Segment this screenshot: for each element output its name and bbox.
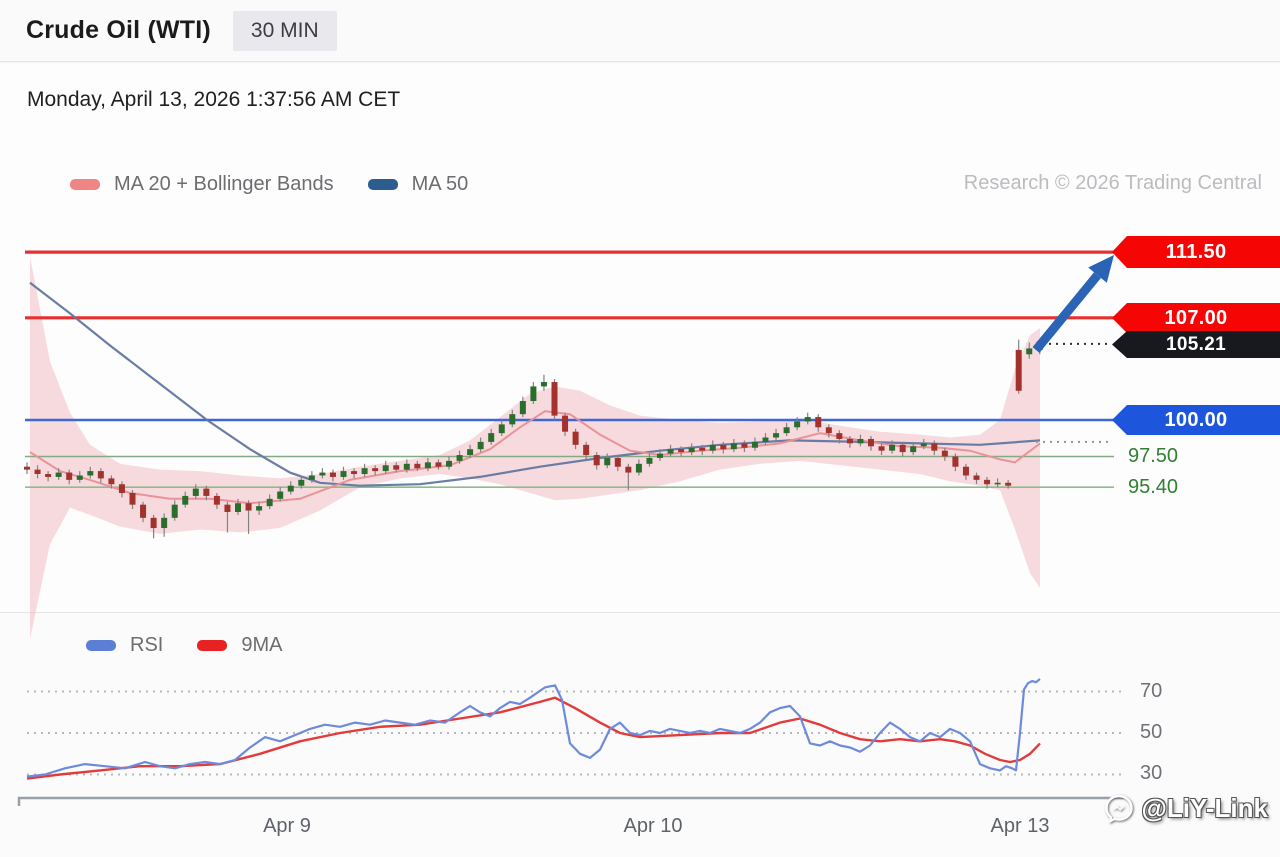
rsi-swatch-icon — [86, 640, 116, 651]
rsi-label: RSI — [130, 634, 164, 656]
x-axis-label-apr13: Apr 13 — [990, 815, 1050, 837]
timeframe-badge[interactable]: 30 MIN — [232, 10, 337, 51]
ma50-swatch-icon — [367, 179, 398, 190]
x-axis-label-apr9: Apr 9 — [263, 815, 311, 837]
watermark: @LiY-Link — [1104, 793, 1268, 824]
rsi-grid-label-70: 70 — [1140, 680, 1163, 702]
support-value: 100.00 — [1164, 408, 1228, 431]
rsi-grid-label-30: 30 — [1140, 762, 1163, 784]
support-level-label-9540: 95.40 — [1128, 476, 1179, 498]
ma50-label: MA 50 — [411, 173, 469, 195]
watermark-handle: @LiY-Link — [1141, 793, 1268, 823]
resistance-price-tag-upper: 111.50 — [1112, 236, 1280, 268]
9ma-label: 9MA — [241, 634, 283, 656]
resistance-lower-value: 107.00 — [1164, 306, 1228, 329]
ma20-bollinger-label: MA 20 + Bollinger Bands — [114, 173, 334, 195]
resistance-upper-value: 111.50 — [1165, 240, 1227, 263]
rsi-grid-label-50: 50 — [1140, 721, 1163, 743]
last-price-tag: 105.21 — [1112, 331, 1280, 358]
9ma-swatch-icon — [197, 640, 228, 651]
rsi-legend: RSI 9MA — [86, 634, 316, 657]
page-title: Crude Oil (WTI) — [26, 16, 211, 44]
last-price-value: 105.21 — [1166, 333, 1226, 355]
support-level-label-9750: 97.50 — [1128, 445, 1179, 467]
header-bar: Crude Oil (WTI) 30 MIN — [0, 0, 1280, 62]
resistance-price-tag-lower: 107.00 — [1112, 303, 1280, 333]
support-price-tag: 100.00 — [1112, 405, 1280, 435]
x-axis-label-apr10: Apr 10 — [623, 815, 683, 837]
messenger-icon — [1104, 794, 1133, 823]
ma20-bollinger-swatch-icon — [70, 179, 100, 190]
copyright-text: Research © 2026 Trading Central — [963, 172, 1262, 194]
datetime-text: Monday, April 13, 2026 1:37:56 AM CET — [27, 88, 401, 111]
main-chart-legend: MA 20 + Bollinger Bands MA 50 — [70, 173, 502, 196]
